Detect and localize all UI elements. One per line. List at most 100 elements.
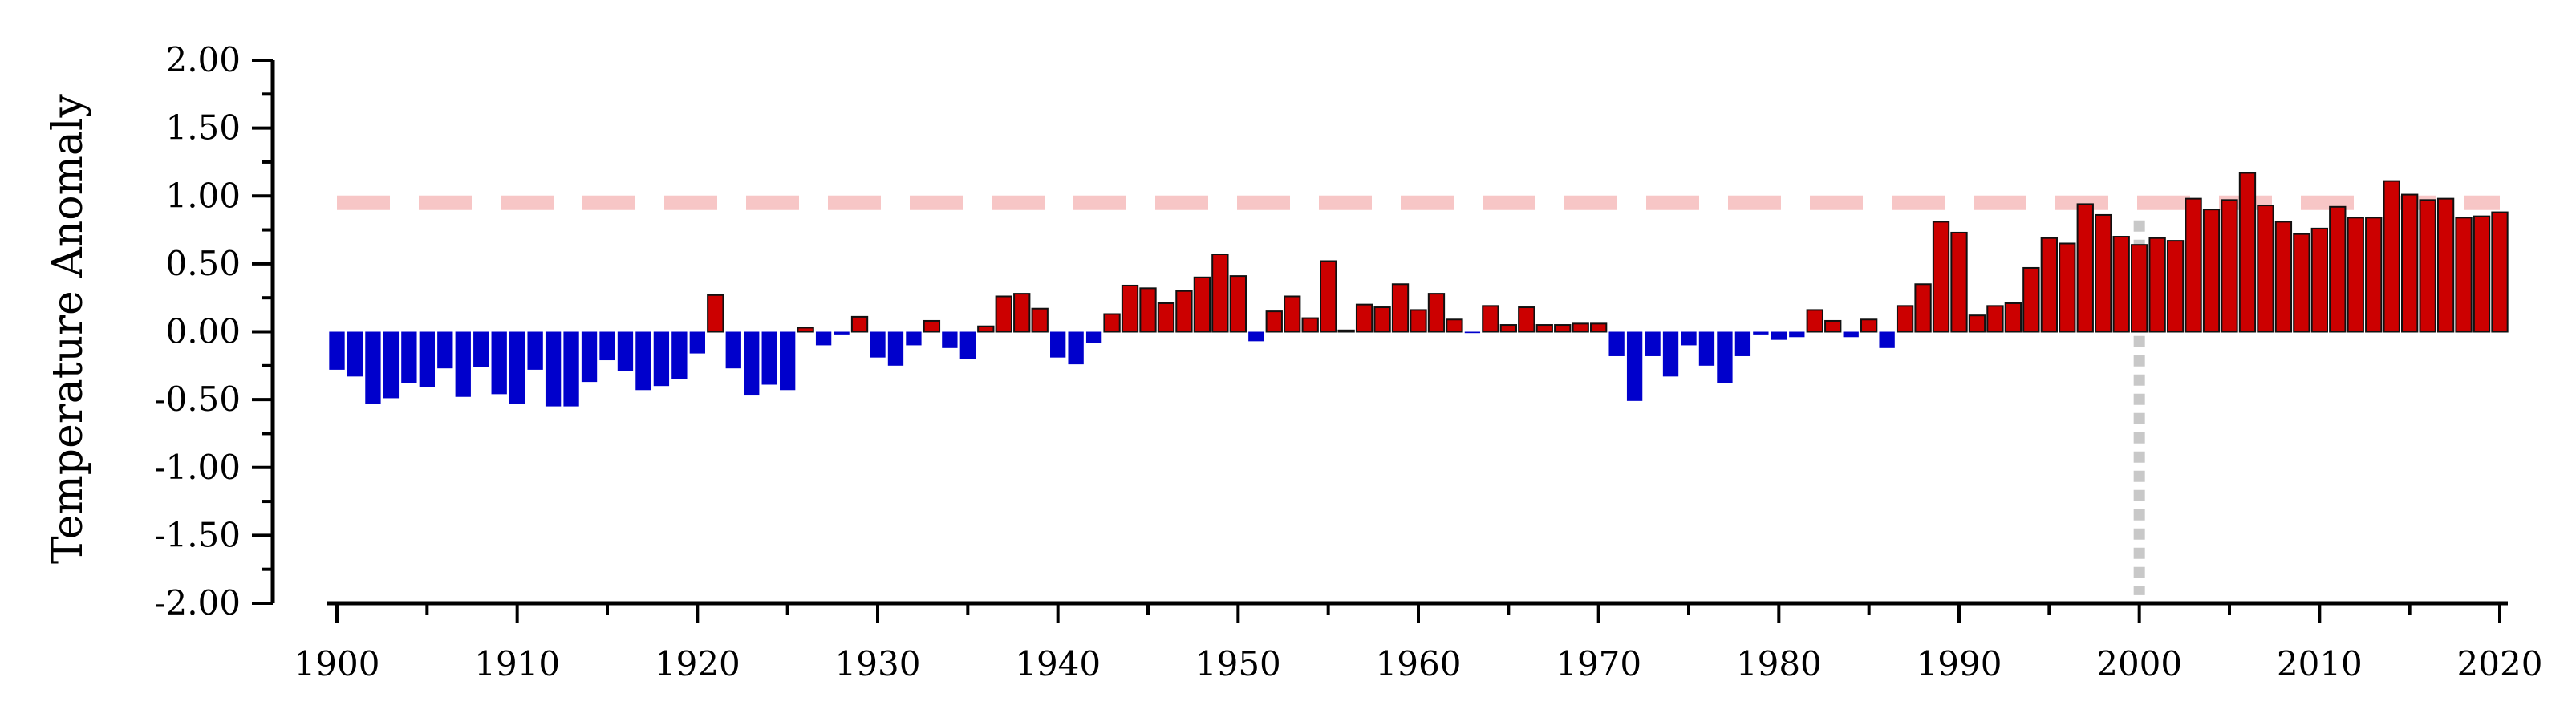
bar-1915 xyxy=(599,331,615,361)
bar-1911 xyxy=(527,331,543,370)
bar-1909 xyxy=(491,331,507,395)
bar-1961 xyxy=(1427,293,1446,333)
bar-1924 xyxy=(761,331,777,385)
bar-1987 xyxy=(1896,305,1914,333)
bar-2006 xyxy=(2238,172,2257,333)
bar-2020 xyxy=(2491,211,2509,333)
bar-1970 xyxy=(1590,322,1608,333)
bar-1935 xyxy=(959,331,976,359)
x-tick-label: 1970 xyxy=(1556,644,1641,683)
bar-1912 xyxy=(545,331,562,407)
bar-1902 xyxy=(365,331,381,404)
bar-1980 xyxy=(1771,331,1787,340)
bar-2012 xyxy=(2347,217,2364,333)
bar-1933 xyxy=(923,319,941,333)
y-tick-label: -0.50 xyxy=(154,379,241,419)
bar-1932 xyxy=(906,331,922,346)
x-tick-label: 2020 xyxy=(2457,644,2543,683)
bar-1985 xyxy=(1860,318,1878,333)
bar-1900 xyxy=(329,331,345,370)
bar-1975 xyxy=(1681,331,1697,346)
bar-1999 xyxy=(2112,236,2130,333)
bar-2002 xyxy=(2166,240,2185,333)
bar-1991 xyxy=(1968,314,1986,333)
bar-1984 xyxy=(1843,331,1859,338)
bar-1995 xyxy=(2040,237,2058,333)
bar-1969 xyxy=(1572,322,1589,333)
bar-1927 xyxy=(815,331,832,346)
bar-1971 xyxy=(1608,331,1625,356)
bar-1996 xyxy=(2059,242,2076,333)
bar-1992 xyxy=(1986,305,2004,333)
bar-1940 xyxy=(1050,331,1066,358)
y-tick-label: 0.50 xyxy=(165,244,241,283)
x-tick-label: 2000 xyxy=(2096,644,2182,683)
bar-1903 xyxy=(383,331,400,399)
bar-1937 xyxy=(995,295,1012,333)
bar-1919 xyxy=(671,331,688,379)
bar-1936 xyxy=(977,325,995,333)
bar-1905 xyxy=(419,331,435,387)
bar-1953 xyxy=(1284,295,1301,333)
bar-1929 xyxy=(850,315,869,333)
bar-1934 xyxy=(942,331,958,348)
bar-1957 xyxy=(1355,303,1373,333)
bar-1944 xyxy=(1121,284,1139,333)
bar-2009 xyxy=(2293,233,2310,333)
y-tick-label: -1.00 xyxy=(154,448,241,487)
bar-1947 xyxy=(1175,290,1193,333)
bar-1954 xyxy=(1301,317,1319,333)
bar-1977 xyxy=(1717,331,1733,383)
bar-1974 xyxy=(1662,331,1679,377)
bar-1907 xyxy=(455,331,471,397)
bar-1928 xyxy=(834,331,850,335)
bar-1921 xyxy=(707,294,724,333)
bar-1914 xyxy=(581,331,598,383)
bar-2003 xyxy=(2185,197,2202,333)
bar-1918 xyxy=(653,331,670,387)
bar-1949 xyxy=(1211,254,1229,333)
bar-1939 xyxy=(1031,307,1049,333)
x-tick-label: 1900 xyxy=(294,644,380,683)
axes-group: 2.00 1.50 1.00 0.50 0.00 -0.50 -1.00 -1.50 -2.00… xyxy=(154,40,2542,683)
bar-2007 xyxy=(2257,205,2274,333)
bar-1989 xyxy=(1932,221,1950,333)
bar-1943 xyxy=(1103,313,1121,333)
bar-1988 xyxy=(1914,283,1932,333)
x-tick-label: 1990 xyxy=(1917,644,2002,683)
bar-1965 xyxy=(1499,324,1517,333)
bar-1920 xyxy=(689,331,705,354)
bar-1913 xyxy=(563,331,579,407)
x-tick-label: 1930 xyxy=(835,644,921,683)
bar-2019 xyxy=(2473,215,2491,333)
y-tick-label: -1.50 xyxy=(154,515,241,554)
bar-1922 xyxy=(725,331,741,369)
bar-1994 xyxy=(2022,266,2040,333)
bar-1951 xyxy=(1248,331,1264,342)
bar-1946 xyxy=(1157,302,1175,333)
bar-1962 xyxy=(1446,318,1463,333)
x-tick-label: 1980 xyxy=(1736,644,1822,683)
x-tick-label: 1910 xyxy=(474,644,560,683)
bar-1998 xyxy=(2095,213,2112,333)
bar-1966 xyxy=(1518,306,1535,333)
bar-1982 xyxy=(1806,309,1823,333)
x-tick-label: 1920 xyxy=(655,644,740,683)
bar-1956 xyxy=(1337,329,1355,333)
bar-1906 xyxy=(437,331,453,369)
bar-2013 xyxy=(2365,217,2383,333)
y-tick-label: 1.50 xyxy=(165,108,241,148)
y-tick-label: 1.00 xyxy=(165,176,241,215)
bar-1986 xyxy=(1879,331,1895,348)
y-axis-title: Temperature Anomaly xyxy=(44,93,92,563)
bar-2016 xyxy=(2419,199,2436,333)
bar-2011 xyxy=(2329,205,2347,333)
bar-2010 xyxy=(2310,227,2328,333)
x-tick-label: 1950 xyxy=(1195,644,1281,683)
bar-1967 xyxy=(1535,324,1553,333)
bar-1908 xyxy=(473,331,489,367)
bar-1976 xyxy=(1698,331,1715,366)
bar-1925 xyxy=(780,331,796,391)
bar-2004 xyxy=(2202,209,2221,333)
